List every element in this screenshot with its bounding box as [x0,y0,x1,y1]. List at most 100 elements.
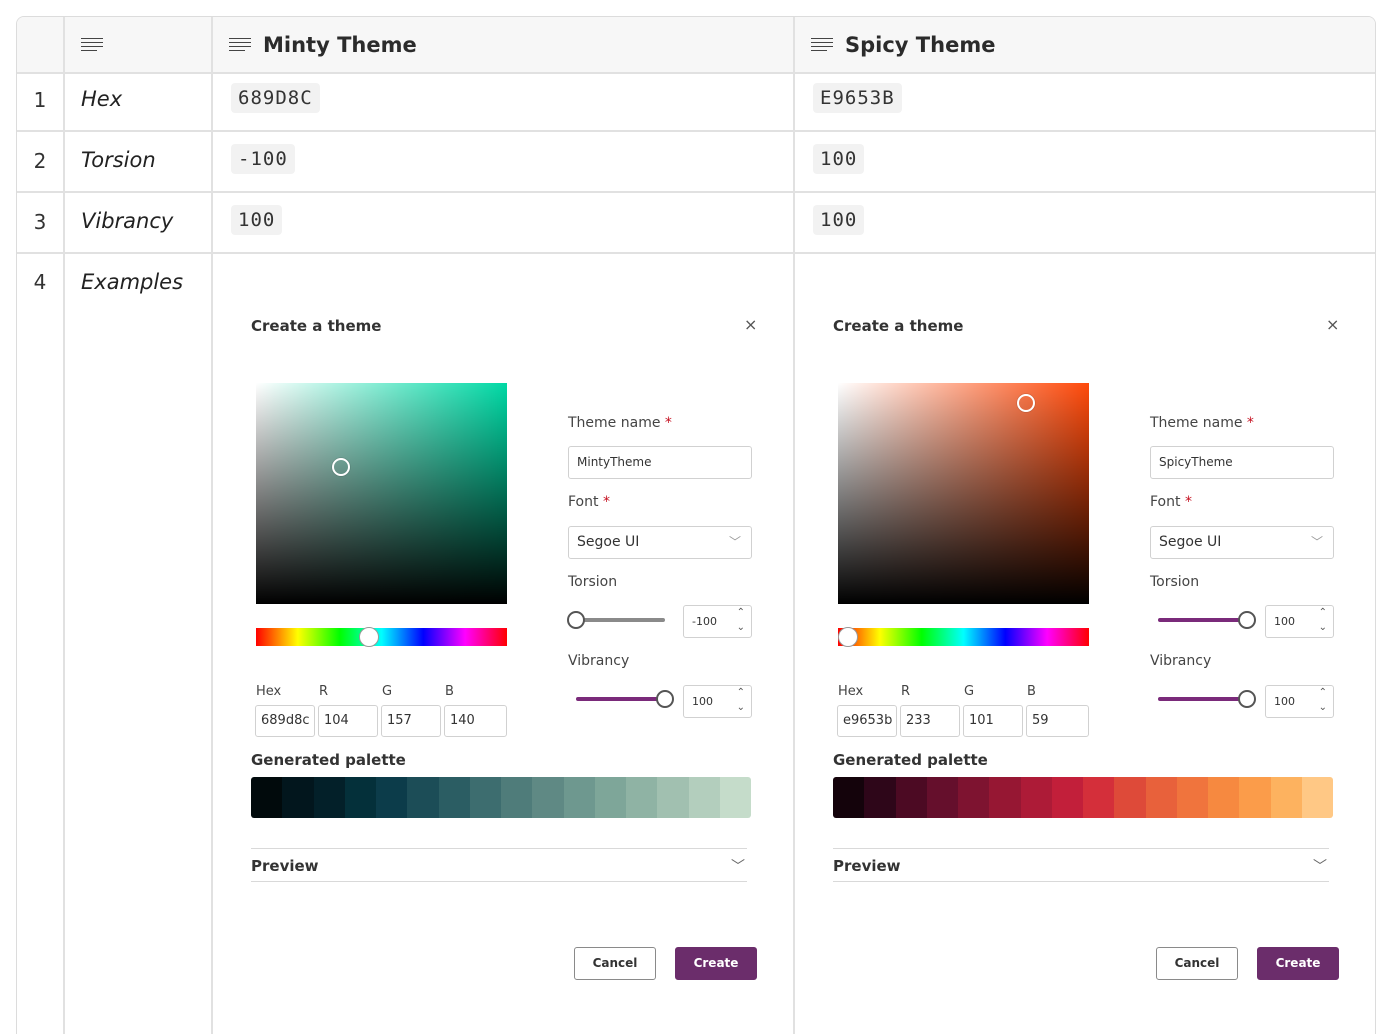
color-picker-thumb[interactable] [332,457,351,476]
dialog-title: Create a theme [833,317,964,335]
palette-swatch [719,777,751,818]
generated-palette-title: Generated palette [833,751,988,769]
hex-input[interactable]: 689d8c [255,705,315,737]
palette-swatch [1208,777,1240,818]
b-label: B [1027,684,1036,699]
row-label-vibrancy: Vibrancy [81,209,174,233]
close-icon[interactable]: × [744,315,758,334]
grid-line [793,17,795,1034]
palette-swatch [469,777,501,818]
chevron-up-icon[interactable]: ⌃ [736,607,745,618]
create-button[interactable]: Create [675,947,757,980]
palette-swatch [833,777,865,818]
spicy-torsion-value: 100 [813,144,865,174]
palette-swatch [344,777,376,818]
vibrancy-spinbutton[interactable]: 100 ⌃ ⌄ [683,685,752,718]
hex-label: Hex [256,684,282,699]
vibrancy-slider[interactable] [576,688,674,710]
g-input[interactable]: 101 [963,705,1023,737]
torsion-slider-thumb[interactable] [567,611,585,629]
chevron-down-icon[interactable]: ⌄ [1318,702,1327,713]
torsion-slider-thumb[interactable] [1238,611,1256,629]
hex-input[interactable]: e9653b [837,705,897,737]
theme-comparison-table: Minty Theme Spicy Theme 1 Hex 689D8C E96… [16,16,1376,1034]
slider-track [1158,618,1247,622]
torsion-slider[interactable] [567,609,665,631]
color-saturation-value-area[interactable] [256,383,507,604]
row-label-hex: Hex [81,87,123,111]
r-label: R [319,684,329,699]
chevron-down-icon[interactable]: ⌄ [1318,622,1327,633]
chevron-down-icon: ﹀ [731,859,745,875]
palette-swatch [926,777,958,818]
vibrancy-slider-thumb[interactable] [656,690,674,708]
palette-swatch [1176,777,1208,818]
chevron-up-icon[interactable]: ⌃ [736,687,745,698]
palette-swatch [958,777,990,818]
chevron-up-icon[interactable]: ⌃ [1318,687,1327,698]
cancel-button[interactable]: Cancel [1156,947,1238,980]
hue-slider[interactable] [256,627,507,647]
font-select[interactable]: Segoe UI ﹀ [1150,526,1334,559]
palette-swatch [407,777,439,818]
chevron-down-icon[interactable]: ⌄ [736,702,745,713]
b-input[interactable]: 140 [444,705,507,737]
vibrancy-slider[interactable] [1158,688,1256,710]
chevron-up-icon[interactable]: ⌃ [1318,607,1327,618]
r-input[interactable]: 104 [318,705,378,737]
header-cell-minty[interactable]: Minty Theme [229,17,417,72]
palette-swatch [688,777,720,818]
font-select[interactable]: Segoe UI ﹀ [568,526,752,559]
row-label-torsion: Torsion [81,148,156,172]
b-input[interactable]: 59 [1026,705,1089,737]
palette-swatch [282,777,314,818]
cancel-button[interactable]: Cancel [574,947,656,980]
palette-swatch [376,777,408,818]
hue-slider[interactable] [838,627,1089,647]
vibrancy-slider-thumb[interactable] [1238,690,1256,708]
hue-slider-thumb[interactable] [358,627,379,647]
header-cell-label[interactable] [81,17,103,72]
vibrancy-spinbutton[interactable]: 100 ⌃ ⌄ [1265,685,1334,718]
create-button[interactable]: Create [1257,947,1339,980]
r-input[interactable]: 233 [900,705,960,737]
column-title-spicy: Spicy Theme [845,32,996,57]
torsion-spinbutton[interactable]: -100 ⌃ ⌄ [683,605,752,638]
torsion-label: Torsion [568,574,618,590]
hue-slider-thumb[interactable] [838,627,859,647]
minty-hex-value: 689D8C [231,83,320,113]
grid-line [17,252,1375,254]
g-input[interactable]: 157 [381,705,441,737]
r-label: R [901,684,911,699]
palette-swatch [1051,777,1083,818]
row-number: 4 [33,270,47,294]
minty-vibrancy-value: 100 [231,205,283,235]
b-label: B [445,684,454,699]
vibrancy-label: Vibrancy [568,653,630,669]
lines-icon [811,37,833,52]
theme-name-input[interactable]: MintyTheme [568,446,752,479]
torsion-spinbutton[interactable]: 100 ⌃ ⌄ [1265,605,1334,638]
palette-swatch [563,777,595,818]
palette-swatch [1301,777,1333,818]
g-label: G [964,684,975,699]
theme-name-input[interactable]: SpicyTheme [1150,446,1334,479]
preview-accordion[interactable]: Preview ﹀ [251,848,747,882]
palette-swatch [594,777,626,818]
close-icon[interactable]: × [1326,315,1340,334]
color-saturation-value-area[interactable] [838,383,1089,604]
row-number: 1 [33,88,47,112]
preview-accordion[interactable]: Preview ﹀ [833,848,1329,882]
dialog-title: Create a theme [251,317,382,335]
grid-line [63,17,65,1034]
chevron-down-icon[interactable]: ⌄ [736,622,745,633]
torsion-slider[interactable] [1158,609,1256,631]
chevron-down-icon: ﹀ [1310,535,1323,549]
column-title-minty: Minty Theme [263,32,417,57]
header-cell-spicy[interactable]: Spicy Theme [811,17,995,72]
palette-swatch [251,777,283,818]
color-picker-thumb[interactable] [1017,393,1036,412]
palette-swatch [532,777,564,818]
slider-track [1158,697,1247,701]
palette-swatch [438,777,470,818]
